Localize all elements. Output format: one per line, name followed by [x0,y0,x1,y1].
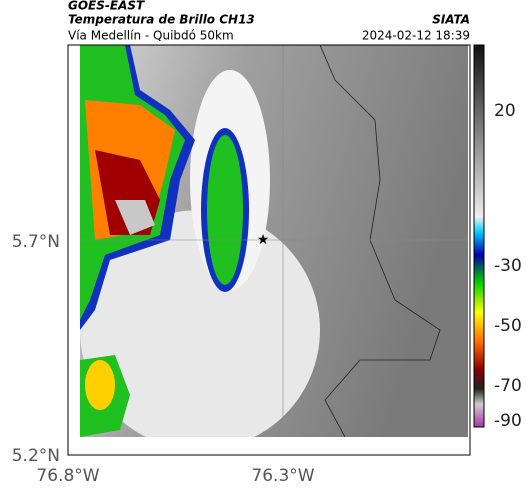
subtitle: Vía Medellín - Quibdó 50km [68,29,234,43]
source: GOES-EAST [68,0,145,13]
agency: SIATA [432,13,470,27]
map-frame [67,44,471,456]
colorbar [473,44,485,428]
colorbar-tick: -30 [494,256,522,276]
lon-tick: 76.8°W [36,466,99,486]
lon-tick: 76.3°W [251,466,314,486]
colorbar-tick: -50 [494,316,522,336]
title: Temperatura de Brillo CH13 [68,13,255,27]
colorbar-tick: 20 [494,101,516,121]
colorbar-tick: -70 [494,376,522,396]
satellite-image: ★ [80,45,468,437]
timestamp: 2024-02-12 18:39 [362,29,470,43]
svg-text:★: ★ [257,232,270,248]
lat-tick: 5.2°N [12,446,60,466]
colorbar-tick: -90 [494,411,522,431]
lat-tick: 5.7°N [12,232,60,252]
